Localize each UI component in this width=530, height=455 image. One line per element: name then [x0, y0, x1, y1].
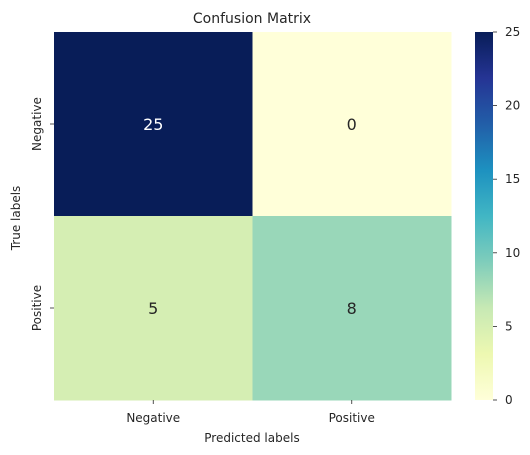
chart-title: Confusion Matrix [193, 11, 311, 27]
heatmap-cell [54, 216, 253, 401]
y-tick-labels: Negative Positive [30, 97, 54, 331]
y-tick-label: Negative [30, 97, 44, 151]
y-tick-label: Positive [30, 285, 44, 331]
colorbar-tick-label: 0 [505, 393, 513, 407]
y-axis-label: True labels [9, 186, 23, 252]
heatmap-cell [54, 32, 253, 217]
x-tick-label: Positive [329, 411, 375, 425]
heatmap-cells: 25 0 5 8 [54, 32, 452, 401]
colorbar-tick-label: 20 [505, 99, 520, 113]
x-tick-labels: Negative Positive [126, 400, 375, 425]
colorbar-tick-label: 25 [505, 25, 520, 39]
x-axis-label: Predicted labels [204, 431, 299, 445]
x-tick-label: Negative [126, 411, 180, 425]
colorbar [475, 32, 493, 400]
cell-value-label: 5 [148, 299, 158, 318]
heatmap-cell [252, 32, 452, 217]
colorbar-tick-label: 5 [505, 319, 513, 333]
cell-value-label: 0 [347, 115, 357, 134]
cell-value-label: 25 [143, 115, 163, 134]
colorbar-tick-label: 10 [505, 246, 520, 260]
colorbar-ticks: 0 5 10 15 20 25 [493, 25, 520, 407]
heatmap-cell [252, 216, 452, 401]
colorbar-tick-label: 15 [505, 172, 520, 186]
cell-value-label: 8 [347, 299, 357, 318]
